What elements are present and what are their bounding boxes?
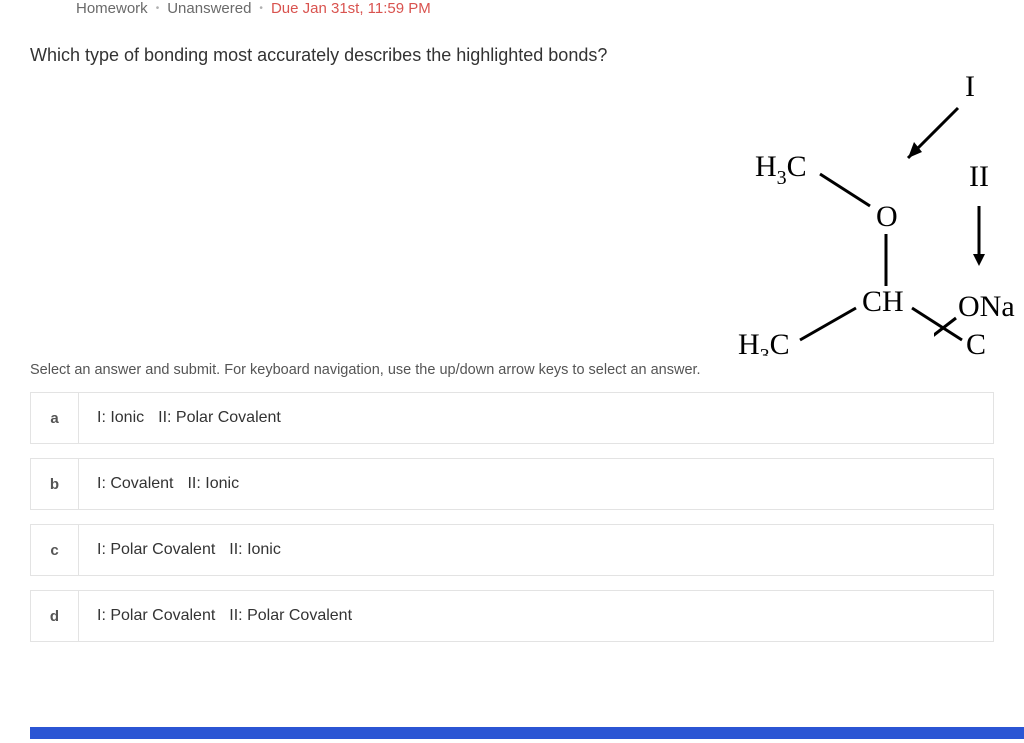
option-c[interactable]: c I: Polar CovalentII: Ionic	[30, 524, 994, 576]
bond-c-ona	[934, 318, 956, 338]
bond-h3c-o	[820, 174, 870, 206]
meta-sep-2: •	[259, 3, 263, 14]
h3c-bottom: H3C	[738, 328, 790, 356]
option-d[interactable]: d I: Polar CovalentII: Polar Covalent	[30, 590, 994, 642]
bond-ch-h3c	[800, 308, 856, 340]
helper-text: Select an answer and submit. For keyboar…	[30, 362, 994, 378]
options-list: a I: IonicII: Polar Covalent b I: Covale…	[30, 392, 994, 642]
footer-bar	[30, 727, 1024, 739]
option-key: a	[31, 393, 79, 443]
ona: ONa	[958, 290, 1015, 323]
option-label: I: Polar CovalentII: Ionic	[79, 541, 299, 559]
meta-sep-1: •	[156, 3, 160, 14]
meta-unanswered: Unanswered	[167, 0, 251, 17]
arrow-label-ii: II	[969, 160, 989, 193]
o-top: O	[876, 200, 898, 233]
option-key: c	[31, 525, 79, 575]
molecule-diagram: I H3C O CH H3C C	[30, 66, 994, 356]
meta-homework: Homework	[76, 0, 148, 17]
option-a[interactable]: a I: IonicII: Polar Covalent	[30, 392, 994, 444]
option-label: I: IonicII: Polar Covalent	[79, 409, 299, 427]
option-key: b	[31, 459, 79, 509]
arrow-ii-head	[973, 254, 985, 266]
option-label: I: Polar CovalentII: Polar Covalent	[79, 607, 370, 625]
meta-row: Homework • Unanswered • Due Jan 31st, 11…	[30, 0, 994, 17]
option-key: d	[31, 591, 79, 641]
question-text: Which type of bonding most accurately de…	[30, 45, 994, 66]
ch: CH	[862, 285, 904, 318]
h3c-top: H3C	[755, 150, 807, 189]
option-label: I: CovalentII: Ionic	[79, 475, 257, 493]
meta-due: Due Jan 31st, 11:59 PM	[271, 0, 431, 17]
option-b[interactable]: b I: CovalentII: Ionic	[30, 458, 994, 510]
